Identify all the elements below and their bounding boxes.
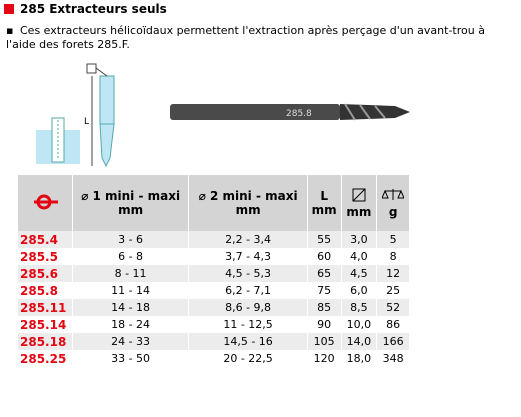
reference: 285.6 (18, 265, 73, 282)
description-bullet: ▪ Ces extracteurs hélicoïdaux permettent … (6, 24, 485, 51)
cell: 166 (376, 333, 410, 350)
title: 285 Extracteurs seuls (20, 2, 167, 16)
tool-flutes (344, 103, 386, 121)
table-row: 285.25 33 - 50 20 - 22,5 120 18,0 348 (18, 350, 410, 367)
cell: 120 (307, 350, 342, 367)
reference-icon (33, 194, 58, 209)
cell: 4,0 (341, 248, 378, 265)
product-table: ⌀ 1 mini - maxi mm ⌀ 2 mini - maxi mm L mm… (18, 175, 410, 367)
product-illustration: L 285.8 (36, 63, 410, 168)
cell: 4,5 - 5,3 (188, 265, 308, 282)
cell: 11 - 12,5 (188, 316, 308, 333)
table-row: 285.18 24 - 33 14,5 - 16 105 14,0 166 (18, 333, 410, 350)
cell: 90 (307, 316, 342, 333)
cell: 3,0 (341, 231, 378, 248)
tool-body (170, 104, 340, 120)
reference: 285.5 (18, 248, 73, 265)
length-label: L (84, 117, 89, 127)
cell: 2,2 - 3,4 (188, 231, 308, 248)
tool-label: 285.8 (286, 109, 312, 119)
header-row: ⌀ 1 mini - maxi mm ⌀ 2 mini - maxi mm L mm… (18, 175, 410, 231)
table-row: 285.6 8 - 11 4,5 - 5,3 65 4,5 12 (18, 265, 410, 282)
cell: 12 (376, 265, 410, 282)
column-header: ⌀ 2 mini - maxi mm (188, 175, 308, 231)
column-header: ⌀ 1 mini - maxi mm (72, 175, 190, 231)
cell: 348 (376, 350, 410, 367)
cell: 86 (376, 316, 410, 333)
cell: 105 (307, 333, 342, 350)
tool-spiral (99, 123, 115, 168)
cell: 52 (376, 299, 410, 316)
reference: 285.25 (18, 350, 73, 367)
weight-icon (381, 188, 405, 200)
cell: 25 (376, 282, 410, 299)
cell: 3 - 6 (72, 231, 190, 248)
cell: 6 - 8 (72, 248, 190, 265)
cell: 10,0 (341, 316, 378, 333)
column-header: L mm (307, 175, 342, 231)
cell: 85 (307, 299, 342, 316)
cell: 18 - 24 (72, 316, 190, 333)
table-row: 285.8 11 - 14 6,2 - 7,1 75 6,0 25 (18, 282, 410, 299)
red-square (4, 4, 14, 14)
column-header: g (376, 175, 410, 231)
table-row: 285.4 3 - 6 2,2 - 3,4 55 3,0 5 (18, 231, 410, 248)
reference: 285.14 (18, 316, 73, 333)
square-icon (352, 188, 366, 201)
cell: 55 (307, 231, 342, 248)
cell: 6,0 (341, 282, 378, 299)
table-row: 285.14 18 - 24 11 - 12,5 90 10,0 86 (18, 316, 410, 333)
reference: 285.18 (18, 333, 73, 350)
cell: 60 (307, 248, 342, 265)
cell: 8 (376, 248, 410, 265)
cell: 8 - 11 (72, 265, 190, 282)
reference: 285.11 (18, 299, 73, 316)
cell: 3,7 - 4,3 (188, 248, 308, 265)
cell: 11 - 14 (72, 282, 190, 299)
cell: 8,6 - 9,8 (188, 299, 308, 316)
cell: 75 (307, 282, 342, 299)
header: 285 Extracteurs seuls (4, 2, 167, 16)
cell: 8,5 (341, 299, 378, 316)
table-row: 285.11 14 - 18 8,6 - 9,8 85 8,5 52 (18, 299, 410, 316)
cell: 24 - 33 (72, 333, 190, 350)
table-row: 285.5 6 - 8 3,7 - 4,3 60 4,0 8 (18, 248, 410, 265)
cell: 20 - 22,5 (188, 350, 308, 367)
column-label: ⌀ 2 mini - maxi mm (198, 189, 298, 217)
tool-tip (340, 104, 410, 120)
cell: 65 (307, 265, 342, 282)
tool-shank (99, 75, 115, 125)
reference: 285.4 (18, 231, 73, 248)
cell: 4,5 (341, 265, 378, 282)
cell: 5 (376, 231, 410, 248)
column-label: L mm (311, 189, 337, 217)
column-label: g (388, 204, 398, 219)
cell: 14,0 (341, 333, 378, 350)
cell: 14 - 18 (72, 299, 190, 316)
reference: 285.8 (18, 282, 73, 299)
cell: 6,2 - 7,1 (188, 282, 308, 299)
square-icon (86, 63, 97, 74)
icon-cell (18, 175, 73, 231)
column-header: mm (341, 175, 378, 231)
leader (95, 67, 108, 77)
cell: 14,5 - 16 (188, 333, 308, 350)
cell: 18,0 (341, 350, 378, 367)
cell: 33 - 50 (72, 350, 190, 367)
description: Ces extracteurs hélicoïdaux permettent l… (6, 24, 485, 51)
column-label: ⌀ 1 mini - maxi mm (81, 189, 181, 217)
column-label: mm (346, 204, 372, 219)
